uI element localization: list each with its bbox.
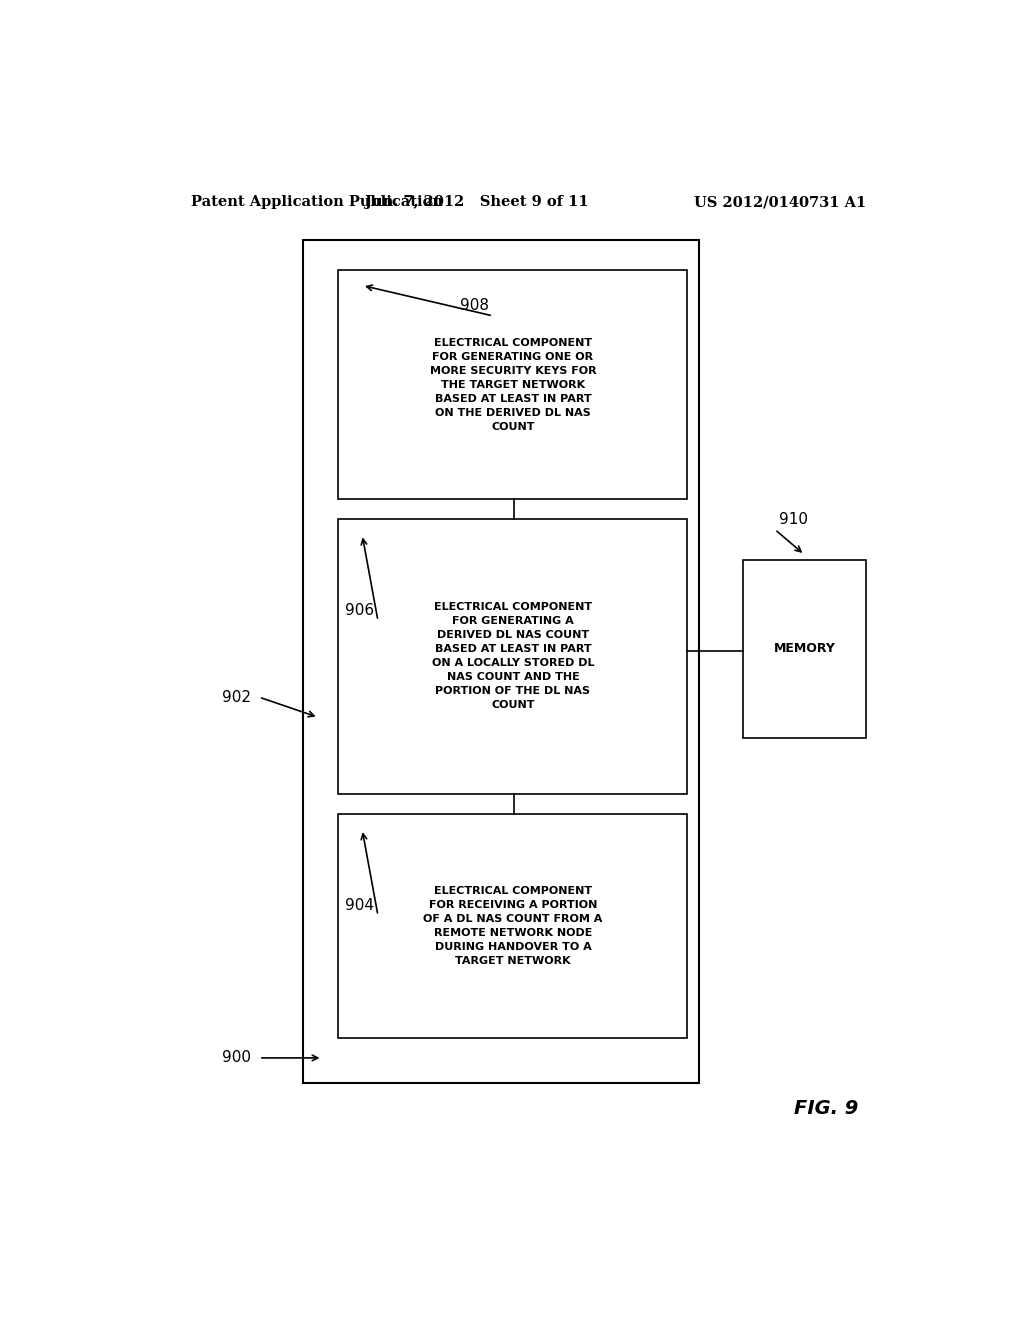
Text: Jun. 7, 2012   Sheet 9 of 11: Jun. 7, 2012 Sheet 9 of 11 xyxy=(366,195,589,209)
Text: FIG. 9: FIG. 9 xyxy=(795,1100,858,1118)
Text: 910: 910 xyxy=(778,512,808,527)
Bar xyxy=(338,271,687,499)
Bar xyxy=(303,240,699,1084)
Bar xyxy=(743,560,866,738)
Text: US 2012/0140731 A1: US 2012/0140731 A1 xyxy=(694,195,866,209)
Bar xyxy=(338,519,687,793)
Text: ELECTRICAL COMPONENT
FOR GENERATING ONE OR
MORE SECURITY KEYS FOR
THE TARGET NET: ELECTRICAL COMPONENT FOR GENERATING ONE … xyxy=(430,338,596,432)
Text: 902: 902 xyxy=(222,689,251,705)
Text: ELECTRICAL COMPONENT
FOR RECEIVING A PORTION
OF A DL NAS COUNT FROM A
REMOTE NET: ELECTRICAL COMPONENT FOR RECEIVING A POR… xyxy=(423,886,602,966)
Text: ELECTRICAL COMPONENT
FOR GENERATING A
DERIVED DL NAS COUNT
BASED AT LEAST IN PAR: ELECTRICAL COMPONENT FOR GENERATING A DE… xyxy=(432,602,594,710)
Text: MEMORY: MEMORY xyxy=(773,643,836,655)
Text: Patent Application Publication: Patent Application Publication xyxy=(191,195,443,209)
Bar xyxy=(338,814,687,1038)
Text: 904: 904 xyxy=(345,898,374,913)
Text: 906: 906 xyxy=(345,603,374,618)
Text: 900: 900 xyxy=(222,1051,251,1065)
Text: 908: 908 xyxy=(460,298,489,313)
